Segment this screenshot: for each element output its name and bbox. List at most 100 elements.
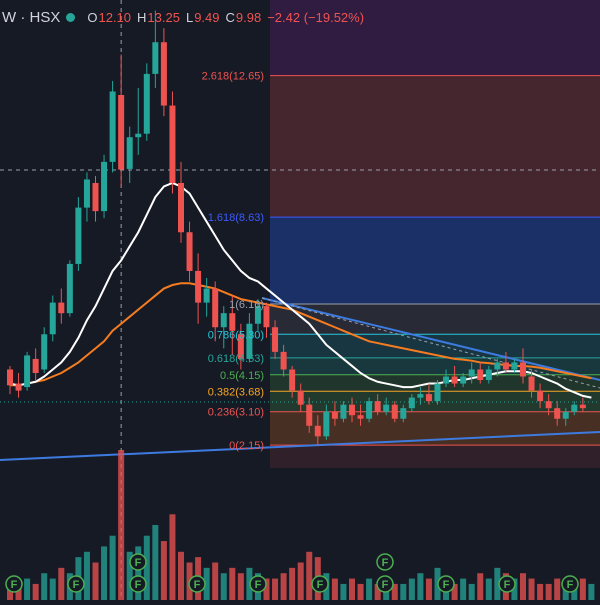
volume-bar xyxy=(118,450,125,600)
marker-label: F xyxy=(73,579,80,591)
candle xyxy=(366,397,373,423)
volume-bar xyxy=(203,567,210,600)
candle xyxy=(314,415,321,446)
support-trendline xyxy=(0,431,600,461)
candle xyxy=(554,401,561,426)
candle xyxy=(511,358,518,373)
dividend-marker-icon[interactable]: F xyxy=(129,575,147,593)
candle xyxy=(417,387,424,405)
dashed-trendline xyxy=(261,297,600,389)
marker-label: F xyxy=(194,579,201,591)
volume-bar xyxy=(58,567,65,600)
candle-body xyxy=(451,376,458,384)
volume-bar xyxy=(554,578,561,600)
candle-body xyxy=(220,313,227,328)
volume-bar xyxy=(391,583,398,600)
candle-body xyxy=(357,415,364,419)
candle xyxy=(24,351,31,391)
candle xyxy=(537,383,544,409)
candle xyxy=(477,362,484,384)
candle xyxy=(571,401,578,416)
dividend-marker-icon[interactable]: F xyxy=(498,575,516,593)
candle xyxy=(49,295,56,342)
symbol-label[interactable]: W · HSX xyxy=(2,8,61,26)
legend-header: W · HSX O 12.10 H 13.25 L 9.49 C 9.98 −2.42 … xyxy=(0,0,600,34)
dividend-marker-icon[interactable]: F xyxy=(249,575,267,593)
volume-bar xyxy=(477,573,484,600)
marker-label: F xyxy=(317,579,324,591)
marker-circle xyxy=(249,575,267,593)
candle xyxy=(383,397,390,416)
marker-circle xyxy=(129,575,147,593)
dividend-markers[interactable]: F FFF F F FFF F F F xyxy=(5,553,579,593)
candle xyxy=(195,253,202,324)
candle-body xyxy=(126,137,133,169)
candle-body xyxy=(528,376,535,391)
candle xyxy=(152,10,159,88)
candle xyxy=(545,394,552,416)
trendlines[interactable] xyxy=(0,297,600,461)
candle-body xyxy=(24,355,31,388)
candle xyxy=(451,365,458,388)
close-value: 9.98 xyxy=(235,9,262,25)
high-label: H xyxy=(137,9,147,25)
candle xyxy=(494,358,501,377)
fib-zone xyxy=(270,0,600,76)
volume-bar xyxy=(143,535,150,600)
marker-label: F xyxy=(135,579,142,591)
dividend-marker-icon[interactable]: F xyxy=(311,575,329,593)
candle-body xyxy=(349,404,355,416)
candle-body xyxy=(443,376,450,384)
volume-bar xyxy=(408,578,415,600)
market-open-icon xyxy=(66,12,76,22)
dividend-marker-icon[interactable]: F xyxy=(376,553,394,571)
candle-body xyxy=(520,362,526,377)
fib-zone xyxy=(270,357,600,375)
candle xyxy=(340,401,347,423)
dividend-marker-icon[interactable]: F xyxy=(67,575,85,593)
candle xyxy=(169,91,176,194)
candle xyxy=(502,351,509,373)
volume-bar xyxy=(160,541,167,600)
candle-body xyxy=(49,302,56,335)
candle-body xyxy=(152,42,159,74)
candle xyxy=(374,394,381,416)
candle xyxy=(434,380,441,405)
dividend-marker-icon[interactable]: F xyxy=(129,553,147,571)
candle xyxy=(58,288,65,324)
dividend-marker-icon[interactable]: F xyxy=(376,575,394,593)
open-value: 12.10 xyxy=(98,9,132,25)
marker-label: F xyxy=(443,579,450,591)
candle-body xyxy=(408,397,415,409)
candle-body xyxy=(571,404,578,412)
dividend-marker-icon[interactable]: F xyxy=(5,575,23,593)
candle-body xyxy=(75,207,82,264)
volume-bar xyxy=(15,583,22,600)
candle xyxy=(66,260,73,317)
candle xyxy=(212,281,219,342)
dividend-marker-icon[interactable]: F xyxy=(188,575,206,593)
candle xyxy=(357,404,364,426)
marker-circle xyxy=(561,575,579,593)
candle-body xyxy=(374,401,381,412)
candle-body xyxy=(537,390,544,402)
candle-body xyxy=(511,362,518,370)
marker-circle xyxy=(437,575,455,593)
fib-zone xyxy=(270,445,600,468)
volume-bar xyxy=(280,573,287,600)
candle-body xyxy=(118,95,125,170)
candle xyxy=(203,277,210,317)
candle-body xyxy=(562,411,569,419)
dividend-marker-icon[interactable]: F xyxy=(561,575,579,593)
candle xyxy=(349,397,355,423)
volume-bar xyxy=(425,578,432,600)
candle-body xyxy=(391,404,398,419)
marker-circle xyxy=(376,575,394,593)
candle-body xyxy=(263,306,270,328)
marker-label: F xyxy=(135,557,142,569)
candle xyxy=(246,313,253,363)
dividend-marker-icon[interactable]: F xyxy=(437,575,455,593)
candle-body xyxy=(434,383,441,402)
